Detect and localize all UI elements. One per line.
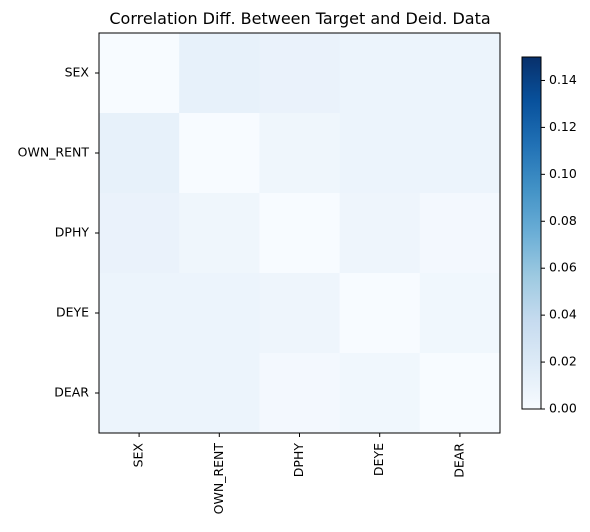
- heatmap-cell: [179, 33, 260, 114]
- heatmap-cells: [99, 33, 501, 434]
- heatmap-cell: [339, 273, 421, 354]
- y-tick-label: DEAR: [54, 385, 89, 400]
- colorbar-tick-label: 0.02: [549, 354, 577, 369]
- heatmap-cell: [259, 113, 341, 194]
- heatmap-cell: [179, 353, 260, 434]
- heatmap-cell: [339, 193, 421, 274]
- x-tick-label: DEYE: [371, 443, 386, 476]
- heatmap-cell: [179, 273, 260, 354]
- heatmap-cell: [259, 273, 341, 354]
- heatmap-cell: [259, 33, 341, 114]
- heatmap-cell: [259, 193, 341, 274]
- heatmap-cell: [419, 193, 501, 274]
- heatmap-cell: [419, 113, 501, 194]
- y-tick-label: OWN_RENT: [18, 145, 90, 160]
- x-axis-ticks: SEX OWN_RENT DPHY DEYE DEAR: [131, 433, 466, 515]
- colorbar-tick-label: 0.10: [549, 166, 577, 181]
- heatmap-cell: [419, 273, 501, 354]
- y-tick-label: DEYE: [56, 305, 89, 320]
- colorbar-ticks: 0.00 0.02 0.04 0.06 0.08 0.10 0.12 0.14: [541, 72, 577, 416]
- x-tick-label: DPHY: [291, 443, 306, 478]
- x-tick-label: OWN_RENT: [211, 443, 226, 515]
- heatmap-cell: [179, 193, 260, 274]
- heatmap-cell: [99, 33, 180, 114]
- heatmap-cell: [259, 353, 341, 434]
- heatmap-cell: [339, 33, 421, 114]
- heatmap-cell: [339, 353, 421, 434]
- heatmap-cell: [99, 273, 180, 354]
- heatmap-cell: [179, 113, 260, 194]
- colorbar-tick-label: 0.08: [549, 213, 577, 228]
- colorbar-tick-label: 0.12: [549, 119, 577, 134]
- x-tick-label: DEAR: [451, 443, 466, 478]
- heatmap-cell: [99, 193, 180, 274]
- heatmap-cell: [99, 353, 180, 434]
- y-tick-label: DPHY: [55, 225, 90, 240]
- y-axis-ticks: SEX OWN_RENT DPHY DEYE DEAR: [18, 65, 99, 400]
- x-tick-label: SEX: [131, 443, 146, 468]
- heatmap-cell: [419, 33, 501, 114]
- colorbar-tick-label: 0.06: [549, 260, 577, 275]
- colorbar: [522, 57, 541, 409]
- y-tick-label: SEX: [65, 65, 90, 80]
- colorbar-tick-label: 0.04: [549, 307, 577, 322]
- heatmap-cell: [99, 113, 180, 194]
- colorbar-tick-label: 0.14: [549, 72, 577, 87]
- chart-title: Correlation Diff. Between Target and Dei…: [109, 9, 490, 28]
- heatmap-cell: [339, 113, 421, 194]
- heatmap-cell: [419, 353, 501, 434]
- colorbar-tick-label: 0.00: [549, 401, 577, 416]
- colorbar-frame: [521, 56, 542, 410]
